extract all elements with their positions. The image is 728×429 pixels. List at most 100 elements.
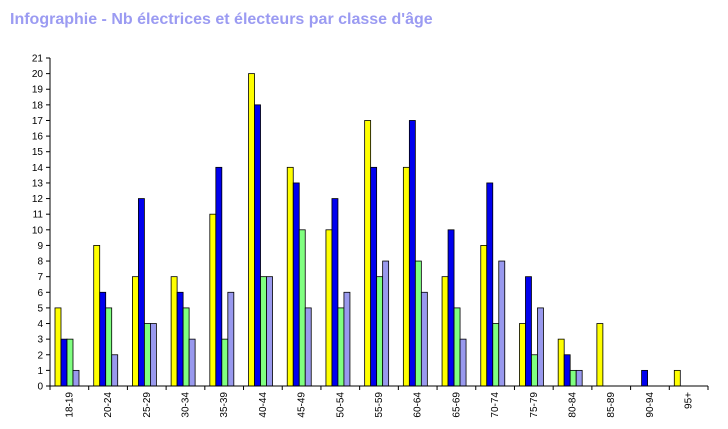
y-tick-label: 14 bbox=[32, 163, 44, 174]
bar-70-74-series-4 bbox=[498, 260, 506, 387]
bar-75-79-series-1 bbox=[519, 323, 526, 387]
bar-50-54-series-4 bbox=[343, 291, 351, 387]
bar-20-24-series-4 bbox=[111, 354, 119, 387]
bar-18-19-series-1 bbox=[54, 307, 62, 387]
bar-40-44-series-2 bbox=[254, 104, 261, 387]
y-tick-label: 12 bbox=[32, 194, 44, 205]
bar-75-79-series-4 bbox=[537, 307, 544, 387]
bar-70-74-series-2 bbox=[486, 182, 494, 387]
bar-45-49-series-4 bbox=[304, 307, 312, 387]
bar-35-39-series-4 bbox=[227, 291, 235, 387]
bar-65-69-series-3 bbox=[453, 307, 461, 387]
y-tick-label: 4 bbox=[37, 319, 43, 330]
bar-95+-series-1 bbox=[673, 369, 681, 387]
bar-70-74-series-1 bbox=[480, 245, 488, 387]
bar-45-49-series-1 bbox=[286, 166, 294, 387]
bar-30-34-series-2 bbox=[176, 291, 184, 387]
y-tick-label: 21 bbox=[32, 54, 44, 65]
x-tick-label: 30-34 bbox=[180, 392, 191, 418]
bar-50-54-series-2 bbox=[331, 198, 339, 387]
bar-75-79-series-2 bbox=[525, 276, 532, 387]
bar-18-19-series-2 bbox=[60, 338, 68, 387]
y-tick-label: 8 bbox=[37, 257, 43, 268]
bar-50-54-series-3 bbox=[337, 307, 345, 387]
y-tick-label: 16 bbox=[32, 132, 44, 143]
y-tick-label: 17 bbox=[32, 116, 44, 127]
bar-60-64-series-2 bbox=[408, 120, 416, 387]
x-tick-label: 65-69 bbox=[451, 392, 462, 418]
y-tick-label: 3 bbox=[37, 335, 43, 346]
y-tick-label: 0 bbox=[37, 382, 43, 393]
bar-45-49-series-2 bbox=[292, 182, 300, 387]
bar-25-29-series-2 bbox=[138, 198, 145, 387]
x-tick-label: 40-44 bbox=[258, 392, 269, 418]
bars-layer bbox=[54, 73, 681, 387]
bar-40-44-series-3 bbox=[260, 276, 267, 387]
x-tick-label: 50-54 bbox=[335, 392, 346, 418]
y-tick-label: 13 bbox=[32, 178, 44, 189]
x-tick-label: 60-64 bbox=[413, 392, 424, 418]
bar-80-84-series-1 bbox=[557, 338, 565, 387]
bar-60-64-series-1 bbox=[402, 166, 410, 387]
y-tick-label: 20 bbox=[32, 69, 44, 80]
x-tick-label: 35-39 bbox=[219, 392, 230, 418]
x-tick-label: 25-29 bbox=[142, 392, 153, 418]
bar-20-24-series-1 bbox=[93, 245, 101, 387]
y-tick-label: 19 bbox=[32, 85, 44, 96]
bar-35-39-series-2 bbox=[215, 166, 223, 387]
x-tick-label: 85-89 bbox=[606, 392, 617, 418]
bar-80-84-series-4 bbox=[575, 369, 583, 387]
bar-30-34-series-4 bbox=[188, 338, 196, 387]
bar-85-89-series-1 bbox=[596, 323, 604, 387]
bar-80-84-series-3 bbox=[569, 369, 577, 387]
bar-65-69-series-4 bbox=[459, 338, 467, 387]
y-tick-label: 9 bbox=[37, 241, 43, 252]
x-tick-label: 55-59 bbox=[374, 392, 385, 418]
bar-55-59-series-2 bbox=[370, 166, 378, 387]
y-tick-label: 10 bbox=[32, 225, 44, 236]
bar-60-64-series-4 bbox=[420, 291, 428, 387]
bar-35-39-series-3 bbox=[221, 338, 229, 387]
bar-90-94-series-2 bbox=[641, 369, 648, 387]
x-tick-label: 18-19 bbox=[64, 392, 75, 418]
bar-80-84-series-2 bbox=[563, 354, 571, 387]
y-tick-label: 6 bbox=[37, 288, 43, 299]
chart-title: Infographie - Nb électrices et électeurs… bbox=[10, 11, 433, 28]
bar-30-34-series-1 bbox=[170, 276, 178, 387]
bar-25-29-series-4 bbox=[150, 323, 157, 387]
bar-45-49-series-3 bbox=[298, 229, 306, 387]
y-tick-label: 2 bbox=[37, 350, 43, 361]
bar-20-24-series-2 bbox=[99, 291, 107, 387]
y-tick-label: 11 bbox=[33, 210, 44, 221]
y-tick-label: 18 bbox=[32, 100, 44, 111]
y-tick-label: 15 bbox=[32, 147, 44, 158]
bar-65-69-series-2 bbox=[447, 229, 455, 387]
bar-25-29-series-1 bbox=[132, 276, 139, 387]
bar-35-39-series-1 bbox=[209, 213, 217, 387]
x-tick-label: 20-24 bbox=[103, 392, 114, 418]
bar-65-69-series-1 bbox=[441, 276, 449, 387]
bar-60-64-series-3 bbox=[414, 260, 422, 387]
bar-50-54-series-1 bbox=[325, 229, 333, 387]
bar-40-44-series-1 bbox=[248, 73, 255, 387]
bar-55-59-series-4 bbox=[382, 260, 390, 387]
bar-30-34-series-3 bbox=[182, 307, 190, 387]
bar-18-19-series-3 bbox=[66, 338, 74, 387]
bar-55-59-series-3 bbox=[376, 276, 384, 387]
bar-25-29-series-3 bbox=[144, 323, 151, 387]
x-tick-label: 75-79 bbox=[529, 392, 540, 418]
x-tick-label: 80-84 bbox=[568, 392, 579, 418]
bar-70-74-series-3 bbox=[492, 323, 500, 387]
y-tick-label: 7 bbox=[37, 272, 43, 283]
y-tick-label: 1 bbox=[37, 366, 43, 377]
x-tick-label: 90-94 bbox=[645, 392, 656, 418]
y-tick-label: 5 bbox=[37, 303, 43, 314]
bar-20-24-series-3 bbox=[105, 307, 113, 387]
bar-75-79-series-3 bbox=[531, 354, 538, 387]
bar-18-19-series-4 bbox=[72, 369, 80, 387]
bar-40-44-series-4 bbox=[266, 276, 273, 387]
x-tick-label: 95+ bbox=[684, 392, 695, 409]
bar-55-59-series-1 bbox=[364, 120, 372, 387]
